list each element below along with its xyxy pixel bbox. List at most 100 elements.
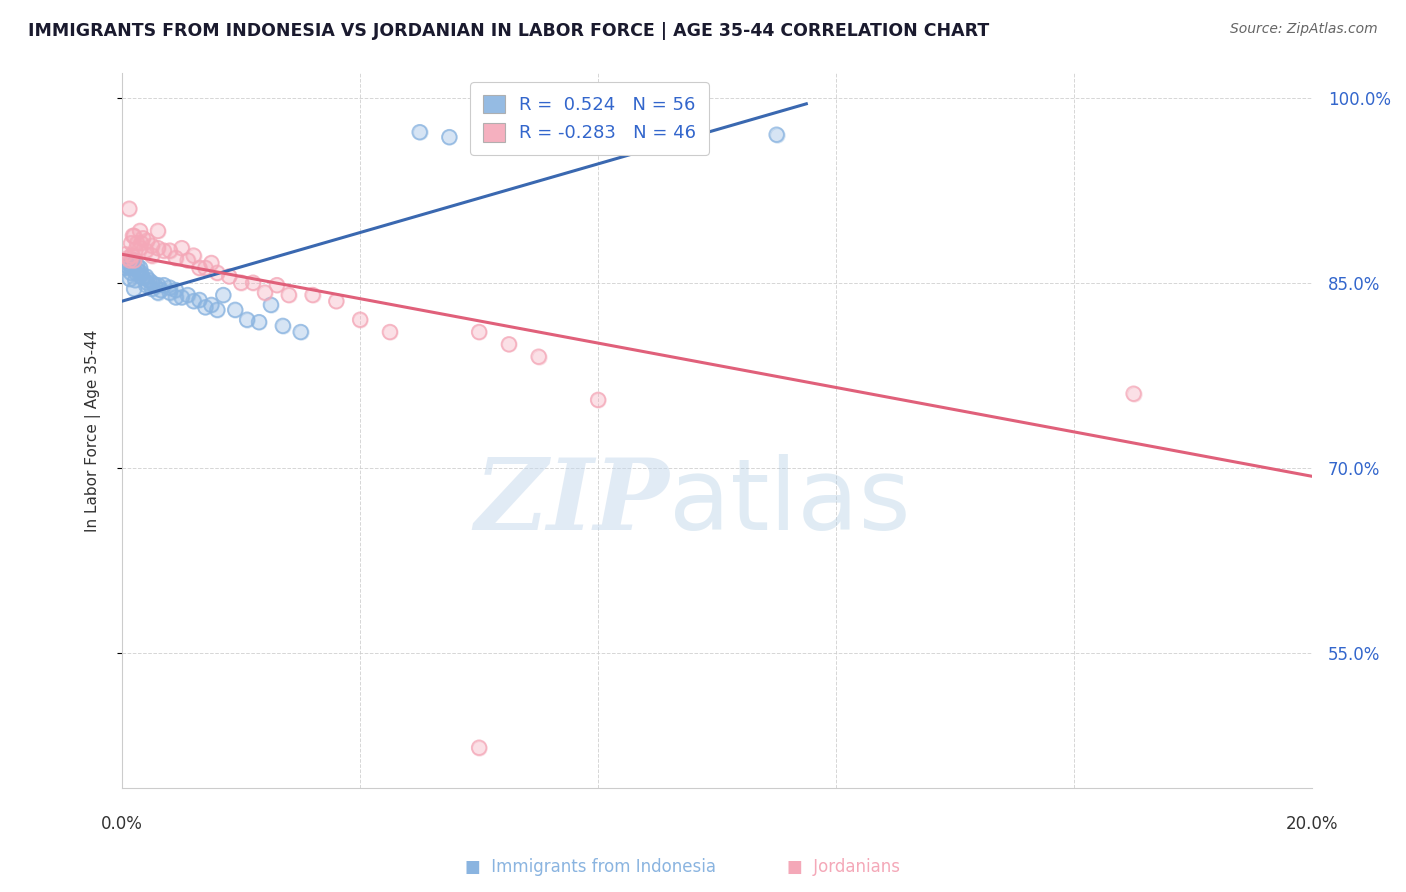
Point [124,273,146,287]
Point [224,302,246,317]
Point [121,228,143,243]
Point [586,392,609,407]
Point [129,241,152,255]
Point [1122,386,1144,401]
Point [135,269,157,284]
Point [117,260,139,274]
Point [146,241,169,255]
Point [765,128,787,142]
Point [146,285,169,300]
Point [170,290,193,304]
Point [183,294,205,309]
Point [260,298,283,312]
Point [159,244,181,258]
Point [165,290,187,304]
Point [122,253,145,268]
Point [271,318,294,333]
Point [121,248,143,262]
Point [143,278,166,293]
Point [117,251,139,265]
Point [557,121,579,136]
Point [253,285,276,300]
Point [271,318,294,333]
Point [124,273,146,287]
Point [253,285,276,300]
Point [136,276,159,290]
Point [125,236,148,251]
Point [149,283,172,297]
Point [135,269,157,284]
Point [125,236,148,251]
Point [122,228,145,243]
Point [124,244,146,258]
Point [122,253,145,268]
Text: ■  Immigrants from Indonesia: ■ Immigrants from Indonesia [465,858,716,876]
Point [290,325,312,339]
Point [290,325,312,339]
Point [236,312,259,326]
Point [408,125,430,139]
Point [188,293,211,307]
Point [647,125,669,139]
Point [129,236,152,251]
Point [247,315,270,329]
Point [277,288,299,302]
Point [349,312,371,326]
Point [121,260,143,275]
Point [176,288,198,302]
Point [176,253,198,268]
Point [121,257,143,271]
Point [468,740,491,755]
Point [114,247,136,261]
Point [146,241,169,255]
Point [617,118,640,132]
Point [212,288,235,302]
Point [125,259,148,273]
Point [141,248,163,262]
Point [120,266,142,280]
Text: 20.0%: 20.0% [1285,815,1339,833]
Point [146,278,169,293]
Point [129,260,152,275]
Point [136,276,159,290]
Point [176,253,198,268]
Point [152,278,174,293]
Point [118,253,141,268]
Point [120,266,142,280]
Point [207,266,229,280]
Point [159,280,181,294]
Point [468,325,491,339]
Point [127,263,149,277]
Point [122,228,145,243]
Point [1122,386,1144,401]
Point [194,260,217,275]
Point [118,253,141,268]
Point [125,266,148,280]
Point [165,251,187,265]
Point [266,278,288,293]
Point [260,298,283,312]
Point [132,270,155,285]
Point [136,234,159,248]
Text: ■  Jordanians: ■ Jordanians [787,858,900,876]
Point [229,276,252,290]
Point [152,244,174,258]
Point [159,285,181,300]
Point [586,130,609,145]
Point [122,282,145,296]
Point [135,244,157,258]
Point [141,238,163,252]
Point [143,278,166,293]
Point [165,283,187,297]
Point [121,260,143,275]
Point [325,294,347,309]
Text: Source: ZipAtlas.com: Source: ZipAtlas.com [1230,22,1378,37]
Point [498,112,520,127]
Point [146,224,169,238]
Point [170,241,193,255]
Point [125,259,148,273]
Point [149,283,172,297]
Point [349,312,371,326]
Point [325,294,347,309]
Point [194,260,217,275]
